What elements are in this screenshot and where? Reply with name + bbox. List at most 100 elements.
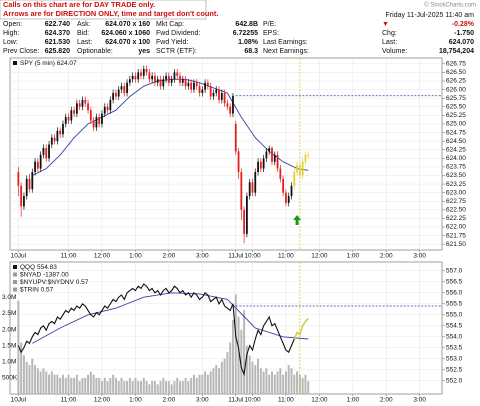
volume-bar [284,371,287,394]
volume-bar [192,374,195,394]
x-tick-label: 10Jul [11,253,27,260]
quote-label: Chg: [382,30,397,37]
candle-body [165,75,167,80]
y-tick-label: 625.25 [446,112,466,119]
volume-bar [20,342,23,394]
candle-body [298,165,301,176]
y-tick-label: 556.5 [446,279,463,286]
volume-bar [273,374,276,394]
quote-datetime: Friday 11-Jul-2025 11:40 am [386,12,475,19]
candle-body [201,89,204,94]
legend-label: QQQ 554.83 [20,264,57,271]
volume-tick-label: 3.0M [2,294,16,301]
candle-body [170,79,173,83]
x-tick-label: 3:00 [196,253,209,260]
quote-label: Bid: [77,30,89,37]
x-tick-label: 11:00 [61,253,77,260]
volume-bar [131,381,134,394]
candle-body [246,196,248,234]
x-tick-label: 12:00 [94,253,111,260]
legend-swatch [13,265,17,269]
volume-tick-label: 1.5M [2,342,16,349]
quote-value: 621.530 [45,39,70,46]
candle-body [45,147,48,159]
volume-bar [201,374,204,394]
candle-body [271,147,273,162]
volume-bar [139,381,142,394]
candle-body [257,161,259,173]
volume-bar [248,355,251,394]
y-tick-label: 552.0 [446,378,463,385]
candle-body [151,75,154,80]
y-tick-label: 622.75 [446,198,466,205]
quote-label: Last Earnings: [263,39,308,46]
quote-value: 68.3 [244,48,258,55]
quote-value: 624.070 x 100 [105,39,150,46]
candle-body [209,86,212,97]
volume-bar [128,377,131,394]
x-tick-label: 11:00 [278,397,294,404]
candle-body [126,82,128,94]
volume-bar [290,368,293,394]
y-tick-label: 624.75 [446,129,466,136]
quote-value: 624.370 [45,30,70,37]
volume-bar [279,368,282,394]
volume-bar [153,381,156,394]
y-tick-label: 626.00 [446,86,466,93]
volume-bar [156,384,159,394]
x-tick-label: 12:00 [94,397,111,404]
quote-label: Fwd Yield: [156,39,188,46]
volume-bar [276,371,279,394]
volume-bar [195,377,198,394]
candle-body [131,75,134,80]
volume-bar [87,374,90,394]
volume-bar [103,377,106,394]
candle-body [198,86,201,94]
volume-bar [148,384,151,394]
candle-body [148,72,151,80]
volume-bar [251,361,254,394]
volume-bar [301,377,304,394]
candle-body [123,86,126,94]
candle-body [20,185,23,207]
volume-bar [31,358,34,394]
volume-bar [126,381,129,394]
x-tick-label: 1:00 [129,397,142,404]
candle-body [62,123,64,135]
quote-label: Ask: [77,21,91,28]
direction-arrow [293,214,302,225]
candle-body [290,185,293,197]
y-tick-label: 623.00 [446,189,466,196]
candle-body [243,209,246,234]
y-tick-label: 626.75 [446,61,466,68]
volume-bar [61,374,64,394]
candle-body [248,182,251,197]
volume-bar [176,377,179,394]
volume-bar [92,374,95,394]
volume-bar [159,381,162,394]
volume-bar [262,371,265,394]
candle-body [293,172,296,186]
quote-label: Low: [3,39,18,46]
candle-body [234,123,237,152]
y-tick-label: 624.50 [446,138,466,145]
candle-body [307,154,310,156]
candle-body [218,89,220,100]
candle-body [25,178,28,197]
volume-bar [70,377,73,394]
volume-bar [165,381,168,394]
candle-body [78,103,81,107]
quote-label: EPS: [263,30,279,37]
candle-body [232,95,234,114]
candle-body [98,117,101,124]
quote-value: 1.08% [238,39,259,46]
volume-tick-label: 1.0M [2,359,16,366]
candle-body [259,161,262,169]
candle-body [23,196,25,207]
candle-body [59,130,62,135]
volume-bar [265,368,268,394]
volume-bar [287,365,290,394]
candle-body [117,89,120,97]
candle-body [84,99,87,104]
